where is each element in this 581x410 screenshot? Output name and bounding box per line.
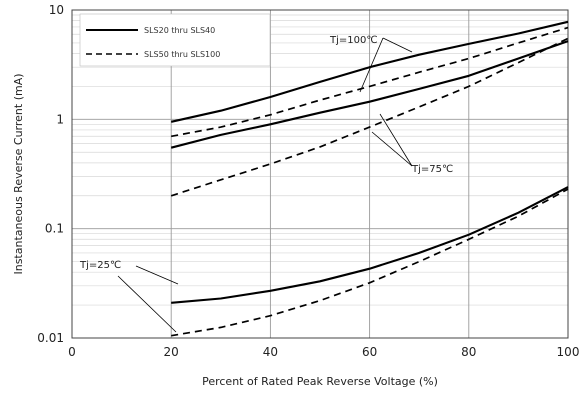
annotation-tj25-label: Tj=25℃ — [79, 260, 121, 271]
x-tick-labels: 0 20 40 60 80 100 — [68, 345, 579, 359]
y-tick-labels: 0.01 0.1 1 10 — [37, 3, 64, 345]
annotation-tj100: Tj=100℃ — [329, 35, 413, 93]
legend: SLS20 thru SLS40 SLS50 thru SLS100 — [79, 13, 271, 67]
legend-label-dashed: SLS50 thru SLS100 — [144, 50, 220, 59]
x-tick-label: 20 — [164, 345, 179, 359]
annotation-tj75-arrow — [379, 113, 413, 167]
x-tick-label: 80 — [461, 345, 476, 359]
x-tick-label: 100 — [557, 345, 580, 359]
series-line-2-solid — [170, 40, 569, 149]
legend-label-solid: SLS20 thru SLS40 — [144, 26, 215, 35]
series-layer — [170, 20, 569, 337]
y-tick-label: 0.1 — [45, 222, 64, 236]
x-tick-label: 40 — [263, 345, 278, 359]
annotation-tj25-arrow — [135, 265, 179, 285]
y-tick-label: 1 — [56, 112, 64, 126]
legend-box — [79, 13, 271, 67]
y-tick-label: 0.01 — [37, 331, 64, 345]
x-tick-label: 60 — [362, 345, 377, 359]
x-tick-label: 0 — [68, 345, 76, 359]
y-tick-label: 10 — [49, 3, 64, 17]
y-axis-label: Instantaneous Reverse Current (mA) — [12, 73, 25, 274]
series-line-3-dashed — [170, 37, 569, 197]
series-line-0-solid — [170, 20, 569, 123]
annotation-tj75-label: Tj=75℃ — [411, 164, 453, 175]
annotation-tj25: Tj=25℃ — [79, 260, 179, 333]
series-line-4-solid — [171, 186, 569, 304]
annotation-tj75-arrow-2 — [371, 131, 413, 167]
annotation-tj75: Tj=75℃ — [371, 113, 453, 175]
annotation-tj100-arrow — [382, 37, 413, 53]
series-line-5-dashed — [171, 188, 569, 337]
annotation-tj100-label: Tj=100℃ — [329, 35, 378, 46]
plot-area-border — [71, 9, 569, 339]
series-line-1-dashed — [171, 26, 569, 138]
x-axis-label: Percent of Rated Peak Reverse Voltage (%… — [202, 375, 438, 388]
annotation-tj100-arrow-2 — [359, 37, 384, 93]
annotation-tj25-arrow-2 — [117, 275, 177, 333]
